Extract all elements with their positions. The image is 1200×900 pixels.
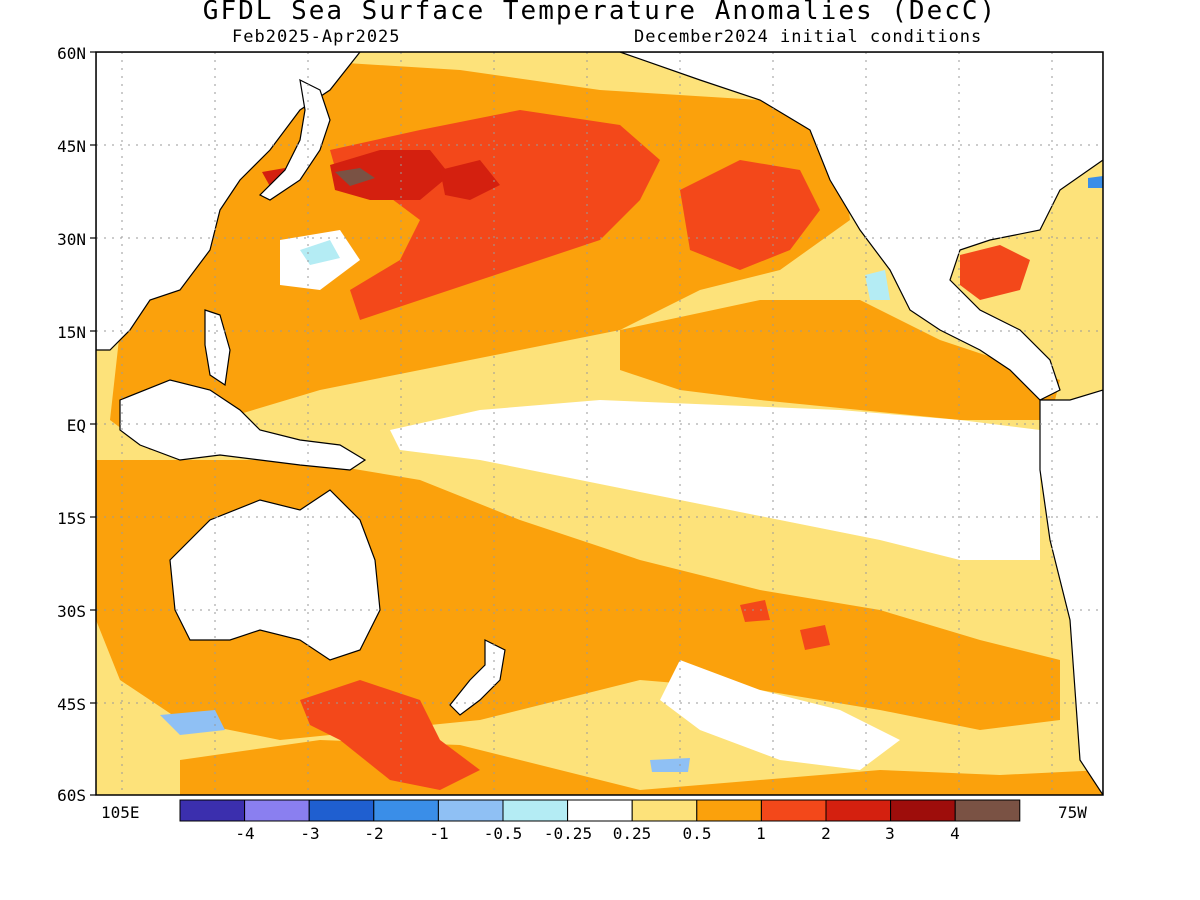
atlantic-cool-patch	[1088, 176, 1103, 188]
japan	[258, 78, 331, 201]
south-america	[1039, 389, 1103, 795]
initial-conditions: December2024 initial conditions	[634, 27, 983, 47]
philippines	[204, 309, 231, 387]
lat-label-45n: 45N	[57, 137, 86, 156]
colorbar-label: -2	[364, 824, 384, 843]
colorbar	[179, 799, 1021, 822]
colorbar-swatch	[502, 799, 569, 822]
land-masses	[96, 52, 1103, 795]
colorbar-label: -1	[429, 824, 449, 843]
lat-label-30n: 30N	[57, 230, 86, 249]
north-america	[619, 52, 1103, 401]
lat-label-eq: EQ	[66, 416, 86, 435]
colorbar-label: -4	[235, 824, 255, 843]
colorbar-swatch	[179, 799, 246, 822]
lon-label-west: 105E	[101, 803, 140, 822]
colorbar-label: 4	[950, 824, 960, 843]
subtropical-cool-patch	[300, 240, 340, 265]
colorbar-swatch	[437, 799, 504, 822]
california-cool-patch	[865, 270, 890, 300]
lat-label-15s: 15S	[57, 509, 86, 528]
colorbar-swatch	[760, 799, 827, 822]
colorbar-swatch	[954, 799, 1021, 822]
colorbar-label: 3	[885, 824, 895, 843]
new-zealand	[449, 639, 506, 716]
southwest-cool-patch	[160, 710, 225, 735]
northeast-pacific-warm-core	[680, 160, 820, 270]
colorbar-swatch	[244, 799, 310, 822]
colorbar-swatch	[825, 799, 892, 822]
colorbar-label: -0.25	[543, 824, 593, 843]
maritime-continent	[119, 379, 367, 471]
colorbar-swatch	[696, 799, 762, 822]
lat-label-30s: 30S	[57, 602, 86, 621]
north-pacific-peak	[440, 160, 500, 200]
anomaly-field	[96, 52, 1103, 795]
lat-ticks	[90, 51, 96, 796]
east-pacific-warm-region	[620, 300, 1060, 420]
colorbar-label: 2	[821, 824, 831, 843]
lat-label-60s: 60S	[57, 786, 86, 805]
southeast-cool-patch	[650, 758, 690, 772]
colorbar-label: 1	[756, 824, 766, 843]
kuroshio-peak	[330, 150, 450, 200]
lat-label-15n: 15N	[57, 323, 86, 342]
lat-label-60n: 60N	[57, 44, 86, 63]
colorbar-swatch	[567, 799, 633, 822]
south-pacific-warm-spot-2	[740, 600, 770, 622]
lon-label-east: 75W	[1058, 803, 1087, 822]
colorbar-swatch	[373, 799, 439, 822]
colorbar-label: -3	[300, 824, 320, 843]
colorbar-swatch	[308, 799, 375, 822]
australia	[169, 489, 381, 661]
lat-label-45s: 45S	[57, 695, 86, 714]
south-pacific-warm-spot	[800, 625, 830, 650]
south-neutral-patch	[660, 660, 900, 770]
colorbar-label: -0.5	[483, 824, 523, 843]
colorbar-label: 0.5	[682, 824, 712, 843]
kuroshio-max	[335, 168, 375, 186]
colorbar-swatch	[631, 799, 698, 822]
gulf-of-mexico-warm-core	[960, 245, 1030, 300]
equatorial-neutral-tongue	[390, 400, 1040, 560]
forecast-period: Feb2025-Apr2025	[232, 27, 401, 47]
colorbar-swatch	[890, 799, 956, 822]
map-title: GFDL Sea Surface Temperature Anomalies (…	[202, 0, 998, 26]
colorbar-label: 0.25	[612, 824, 652, 843]
tasman-sea-warm-core	[300, 680, 480, 790]
